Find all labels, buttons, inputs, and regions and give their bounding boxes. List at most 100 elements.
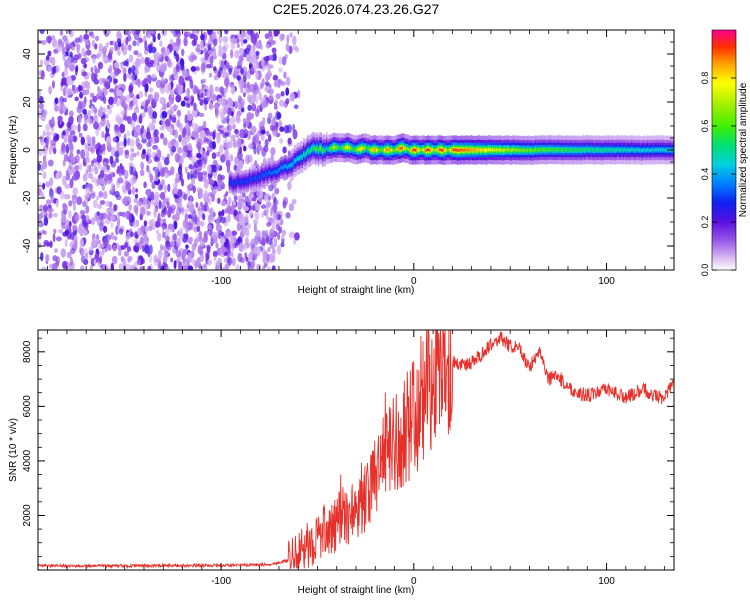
- noise-speckle: [134, 68, 139, 76]
- noise-speckle: [189, 33, 196, 39]
- noise-speckle: [197, 205, 201, 212]
- noise-speckle: [240, 67, 244, 75]
- ridge-cell: [300, 155, 302, 159]
- noise-speckle: [147, 62, 154, 68]
- spectrogram-ylabel: Frequency (Hz): [8, 116, 19, 185]
- ridge-cell: [317, 149, 320, 153]
- noise-speckle: [76, 43, 80, 54]
- noise-speckle: [166, 109, 173, 116]
- noise-speckle: [219, 59, 225, 67]
- noise-speckle: [197, 210, 204, 217]
- ridge-cell: [327, 148, 329, 151]
- noise-speckle: [187, 252, 193, 259]
- ridge-cell: [591, 148, 594, 152]
- noise-speckle: [251, 260, 255, 270]
- noise-speckle: [66, 251, 72, 259]
- noise-speckle: [254, 160, 258, 168]
- noise-speckle: [114, 151, 120, 158]
- noise-speckle: [55, 236, 62, 242]
- ridge-cell: [413, 148, 416, 152]
- ridge-cell: [575, 148, 578, 152]
- ridge-cell: [359, 147, 362, 151]
- noise-speckle: [62, 215, 67, 223]
- noise-speckle: [220, 110, 225, 121]
- noise-speckle: [134, 245, 140, 253]
- noise-speckle: [264, 194, 267, 203]
- ridge-cell: [261, 172, 263, 176]
- noise-speckle: [264, 138, 269, 147]
- ridge-cell: [245, 179, 247, 183]
- ridge-cell: [517, 148, 520, 152]
- noise-speckle: [272, 116, 276, 127]
- noise-speckle: [259, 189, 264, 199]
- noise-speckle: [282, 200, 287, 209]
- noise-speckle: [202, 176, 207, 183]
- noise-speckle: [176, 109, 182, 117]
- ridge-cell: [609, 148, 611, 152]
- ridge-cell: [602, 148, 605, 152]
- ridge-cell: [334, 145, 336, 149]
- noise-speckle: [41, 229, 46, 234]
- noise-speckle: [130, 231, 134, 237]
- ridge-cell: [350, 146, 352, 150]
- noise-speckle: [113, 204, 117, 212]
- noise-speckle: [151, 99, 157, 108]
- noise-speckle: [236, 222, 241, 232]
- ridge-cell: [657, 148, 660, 152]
- noise-speckle: [48, 208, 54, 213]
- ridge-cell: [251, 176, 254, 180]
- ridge-cell: [497, 148, 499, 152]
- noise-speckle: [178, 261, 183, 270]
- ridge-cell: [628, 148, 630, 152]
- noise-speckle: [151, 73, 156, 79]
- noise-speckle: [69, 30, 74, 38]
- noise-speckle: [205, 96, 211, 101]
- ridge-cell: [544, 148, 547, 152]
- ridge-cell: [483, 148, 486, 152]
- noise-speckle: [169, 74, 175, 82]
- ridge-cell: [643, 148, 645, 152]
- ridge-cell: [462, 148, 464, 152]
- ridge-cell: [661, 148, 664, 151]
- ridge-cell: [338, 146, 340, 149]
- noise-speckle: [90, 105, 94, 114]
- ridge-cell: [487, 148, 490, 152]
- noise-speckle: [246, 81, 250, 89]
- noise-speckle: [126, 35, 132, 42]
- noise-speckle: [123, 107, 128, 117]
- noise-speckle: [173, 182, 178, 188]
- noise-speckle: [225, 159, 231, 168]
- noise-speckle: [78, 100, 83, 110]
- ridge-cell: [433, 148, 436, 152]
- ridge-cell: [234, 181, 236, 186]
- noise-speckle: [62, 260, 68, 269]
- noise-speckle: [188, 236, 193, 245]
- ridge-cell: [532, 149, 534, 152]
- ridge-cell: [339, 146, 341, 150]
- noise-speckle: [276, 244, 282, 255]
- noise-speckle: [214, 86, 220, 92]
- ridge-cell: [570, 148, 572, 152]
- snr-xtick-label: -100: [211, 576, 231, 587]
- noise-speckle: [128, 54, 134, 63]
- noise-speckle: [190, 66, 197, 72]
- ridge-cell: [629, 148, 632, 152]
- ridge-cell: [266, 173, 269, 177]
- noise-speckle: [52, 38, 58, 48]
- ridge-cell: [417, 148, 420, 152]
- ridge-cell: [493, 148, 495, 152]
- ridge-cell: [464, 148, 467, 152]
- noise-speckle: [223, 193, 227, 200]
- ridge-cell: [537, 148, 540, 152]
- noise-speckle: [287, 181, 292, 191]
- noise-speckle: [206, 246, 211, 254]
- noise-speckle: [53, 147, 57, 155]
- ridge-cell: [282, 165, 285, 169]
- noise-speckle: [253, 146, 257, 155]
- noise-speckle: [160, 201, 166, 209]
- noise-speckle: [234, 50, 240, 59]
- noise-speckle: [262, 117, 266, 126]
- noise-speckle: [128, 92, 135, 99]
- noise-speckle: [120, 244, 125, 250]
